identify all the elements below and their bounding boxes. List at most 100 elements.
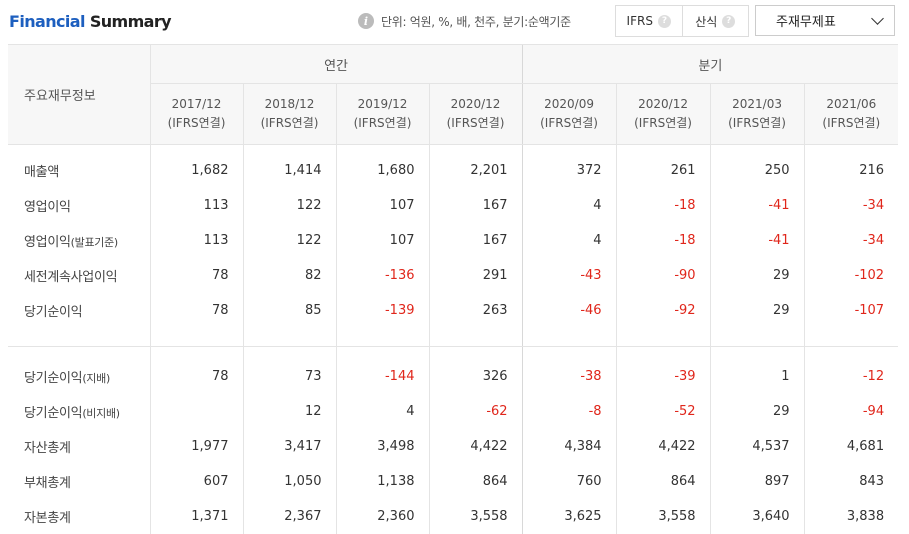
data-cell: 29 bbox=[709, 293, 805, 328]
data-cell: 3,838 bbox=[803, 499, 899, 534]
row-spacer bbox=[8, 346, 899, 359]
table-row: 매출액 1,682 1,414 1,680 2,201 372 261 250 216 bbox=[8, 153, 899, 188]
data-cell: 4,422 bbox=[428, 429, 523, 464]
column-basis: (IFRS연결) bbox=[822, 116, 881, 130]
data-cell: 1,977 bbox=[149, 429, 243, 464]
data-cell: -52 bbox=[615, 394, 711, 429]
row-header: 주요재무정보 bbox=[8, 44, 150, 145]
statement-select[interactable]: 주재무제표 bbox=[755, 5, 895, 36]
table-row: 부채총계 607 1,050 1,138 864 760 864 897 843 bbox=[8, 464, 899, 499]
data-cell bbox=[149, 394, 243, 429]
column-period: 2018/12 bbox=[264, 97, 315, 111]
column-header: 2021/03 (IFRS연결) bbox=[709, 83, 805, 145]
data-cell: 607 bbox=[149, 464, 243, 499]
column-period: 2020/12 bbox=[638, 97, 688, 111]
data-cell: -12 bbox=[803, 359, 899, 394]
data-cell: 4,422 bbox=[615, 429, 711, 464]
section-title: Financial Summary bbox=[9, 12, 172, 31]
table-row: 영업이익(발표기준) 113 122 107 167 4 -18 -41 -34 bbox=[8, 223, 899, 258]
data-cell: 3,558 bbox=[428, 499, 523, 534]
data-cell: 3,640 bbox=[709, 499, 805, 534]
data-cell: 250 bbox=[709, 153, 805, 188]
data-cell: -41 bbox=[709, 223, 805, 258]
statement-select-label: 주재무제표 bbox=[776, 15, 836, 30]
table-row: 세전계속사업이익 78 82 -136 291 -43 -90 29 -102 bbox=[8, 258, 899, 293]
row-label: 매출액 bbox=[8, 153, 150, 188]
quarter-group-header: 분기 bbox=[521, 44, 899, 84]
formula-label: 산식 bbox=[695, 14, 718, 29]
table-row: 당기순이익 78 85 -139 263 -46 -92 29 -107 bbox=[8, 293, 899, 328]
data-cell: 864 bbox=[428, 464, 523, 499]
data-cell: 2,367 bbox=[242, 499, 336, 534]
data-cell: -38 bbox=[521, 359, 617, 394]
help-icon[interactable]: ? bbox=[657, 14, 671, 28]
info-icon[interactable]: i bbox=[358, 13, 374, 29]
title-highlight: Financial bbox=[9, 12, 85, 31]
column-header: 2020/12 (IFRS연결) bbox=[615, 83, 711, 145]
table-row: 영업이익 113 122 107 167 4 -18 -41 -34 bbox=[8, 188, 899, 223]
column-period: 2021/03 bbox=[732, 97, 782, 111]
column-basis: (IFRS연결) bbox=[634, 116, 692, 130]
data-cell: 122 bbox=[242, 188, 336, 223]
data-cell: 1,680 bbox=[335, 153, 429, 188]
data-cell: 4 bbox=[521, 188, 617, 223]
data-cell: 85 bbox=[242, 293, 336, 328]
row-label-text: 영업이익 bbox=[24, 200, 71, 215]
data-cell: 2,201 bbox=[428, 153, 523, 188]
ifrs-button[interactable]: IFRS? bbox=[616, 6, 682, 36]
unit-text: 단위: 억원, %, 배, 천주, 분기:순액기준 bbox=[381, 14, 571, 29]
table-row: 자산총계 1,977 3,417 3,498 4,422 4,384 4,422 4,537 4… bbox=[8, 429, 899, 464]
data-cell: 3,558 bbox=[615, 499, 711, 534]
column-basis: (IFRS연결) bbox=[540, 116, 598, 130]
data-cell: 326 bbox=[428, 359, 523, 394]
data-cell: 261 bbox=[615, 153, 711, 188]
data-cell: -94 bbox=[803, 394, 899, 429]
data-cell: 1,138 bbox=[335, 464, 429, 499]
data-cell: 4,681 bbox=[803, 429, 899, 464]
data-cell: -34 bbox=[803, 188, 899, 223]
data-cell: 167 bbox=[428, 188, 523, 223]
row-spacer bbox=[8, 328, 899, 347]
ifrs-label: IFRS bbox=[626, 14, 653, 28]
data-cell: 4,384 bbox=[521, 429, 617, 464]
data-cell: 113 bbox=[149, 223, 243, 258]
column-basis: (IFRS연결) bbox=[260, 116, 319, 130]
row-label: 당기순이익(지배) bbox=[8, 359, 150, 394]
table-row: 자본총계 1,371 2,367 2,360 3,558 3,625 3,558 3,640 3… bbox=[8, 499, 899, 534]
column-period: 2017/12 bbox=[171, 97, 222, 111]
row-label: 영업이익 bbox=[8, 188, 150, 223]
data-cell: 1,050 bbox=[242, 464, 336, 499]
data-cell: 760 bbox=[521, 464, 617, 499]
data-cell: -90 bbox=[615, 258, 711, 293]
data-cell: 1,682 bbox=[149, 153, 243, 188]
data-cell: -34 bbox=[803, 223, 899, 258]
help-icon[interactable]: ? bbox=[722, 14, 736, 28]
data-cell: 3,625 bbox=[521, 499, 617, 534]
row-label: 당기순이익(비지배) bbox=[8, 394, 150, 429]
row-label-text: 당기순이익 bbox=[24, 305, 83, 320]
data-cell: -136 bbox=[335, 258, 429, 293]
financial-table: 주요재무정보 연간 분기 2017/12 (IFRS연결) 2018/12 (IFRS… bbox=[8, 44, 899, 534]
column-period: 2020/09 bbox=[544, 97, 594, 111]
data-cell: -18 bbox=[615, 188, 711, 223]
data-cell: 897 bbox=[709, 464, 805, 499]
data-cell: 82 bbox=[242, 258, 336, 293]
data-cell: 291 bbox=[428, 258, 523, 293]
data-cell: 4,537 bbox=[709, 429, 805, 464]
formula-button[interactable]: 산식? bbox=[681, 6, 749, 36]
data-cell: -102 bbox=[803, 258, 899, 293]
data-cell: -62 bbox=[428, 394, 523, 429]
column-header: 2019/12 (IFRS연결) bbox=[335, 83, 429, 145]
row-label: 당기순이익 bbox=[8, 293, 150, 328]
column-header: 2021/06 (IFRS연결) bbox=[803, 83, 899, 145]
summary-header: Financial Summary i 단위: 억원, %, 배, 천주, 분기… bbox=[0, 0, 909, 44]
data-cell: -43 bbox=[521, 258, 617, 293]
data-cell: 1,371 bbox=[149, 499, 243, 534]
column-header: 2017/12 (IFRS연결) bbox=[149, 83, 243, 145]
data-cell: 122 bbox=[242, 223, 336, 258]
data-cell: 216 bbox=[803, 153, 899, 188]
data-cell: -41 bbox=[709, 188, 805, 223]
row-label-text: 자본총계 bbox=[24, 511, 71, 526]
row-label: 자본총계 bbox=[8, 499, 150, 534]
row-label: 영업이익(발표기준) bbox=[8, 223, 150, 258]
